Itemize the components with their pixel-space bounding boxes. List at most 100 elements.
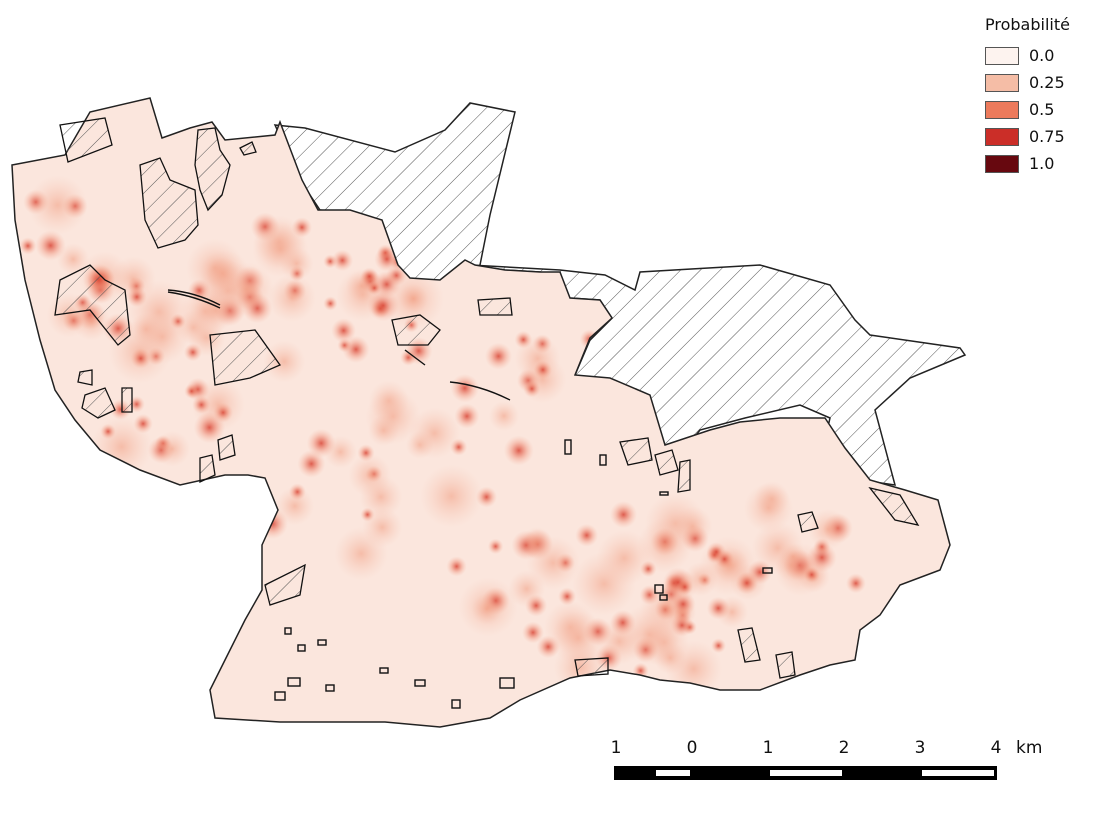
hotspot bbox=[263, 340, 306, 383]
scale-unit: km bbox=[1016, 738, 1043, 758]
hole-c-1 bbox=[391, 314, 441, 346]
hole-e-1 bbox=[619, 437, 653, 466]
hotspot bbox=[192, 395, 211, 414]
scale-segment-2 bbox=[770, 770, 842, 776]
hotspot bbox=[193, 411, 226, 444]
hotspot bbox=[408, 407, 461, 459]
hole-w-4 bbox=[81, 387, 116, 419]
hotspot bbox=[487, 538, 504, 555]
hotspot bbox=[747, 559, 773, 585]
hotspot bbox=[27, 175, 88, 235]
hotspot bbox=[484, 342, 513, 370]
small-features bbox=[167, 289, 773, 709]
hotspot bbox=[219, 262, 274, 317]
hotspot bbox=[19, 237, 37, 255]
scale-segment-1 bbox=[656, 770, 690, 776]
hotspot bbox=[471, 593, 503, 625]
legend-label-3: 0.75 bbox=[1029, 127, 1065, 146]
study-area-boundary bbox=[11, 97, 951, 728]
hole-s-4 bbox=[775, 651, 796, 679]
hotspot bbox=[521, 526, 553, 559]
hotspot bbox=[288, 483, 306, 501]
scale-segment-3 bbox=[922, 770, 994, 776]
legend: Probabilité 0.0 0.25 0.5 0.75 1.0 bbox=[985, 15, 1070, 177]
hotspot bbox=[323, 296, 338, 311]
hotspot bbox=[807, 509, 849, 550]
legend-label-4: 1.0 bbox=[1029, 154, 1055, 173]
hotspot bbox=[523, 380, 541, 398]
hotspot bbox=[525, 594, 548, 617]
scale-label-0: 1 bbox=[610, 738, 622, 758]
legend-swatch-3 bbox=[985, 127, 1019, 146]
hotspot bbox=[522, 621, 544, 644]
hotspot bbox=[342, 335, 370, 364]
hotspot bbox=[450, 373, 480, 403]
hotspot bbox=[640, 560, 657, 578]
hotspot bbox=[267, 274, 316, 323]
legend-swatch-4 bbox=[985, 154, 1019, 173]
hotspot bbox=[609, 500, 638, 529]
hole-e-5 bbox=[868, 486, 920, 526]
hotspot bbox=[683, 561, 719, 597]
legend-item-3: 0.75 bbox=[985, 123, 1070, 150]
hotspot bbox=[57, 243, 90, 276]
hotspot bbox=[420, 464, 483, 528]
excluded-holes bbox=[54, 117, 920, 679]
hotspot bbox=[360, 507, 375, 522]
hotspot bbox=[126, 286, 147, 308]
hotspot bbox=[365, 389, 421, 445]
hole-s-2 bbox=[574, 657, 609, 677]
hotspot bbox=[488, 400, 520, 432]
hotspot bbox=[130, 348, 151, 369]
hotspot bbox=[331, 318, 356, 343]
hotspot bbox=[184, 383, 200, 399]
legend-label-1: 0.25 bbox=[1029, 73, 1065, 92]
hole-w-7 bbox=[217, 434, 236, 461]
scale-bar-graphic bbox=[614, 766, 997, 780]
hole-nw-3 bbox=[194, 127, 231, 212]
hotspot bbox=[331, 249, 354, 272]
legend-item-2: 0.5 bbox=[985, 96, 1070, 123]
hotspot bbox=[575, 523, 599, 547]
scale-label-3: 2 bbox=[838, 738, 850, 758]
scale-label-4: 3 bbox=[914, 738, 926, 758]
hotspot bbox=[514, 330, 533, 349]
hotspot bbox=[154, 431, 191, 467]
legend-swatch-1 bbox=[985, 73, 1019, 92]
hotspot bbox=[670, 591, 696, 617]
hotspot bbox=[133, 413, 153, 434]
hole-w-1 bbox=[54, 264, 131, 346]
hole-s-5 bbox=[239, 141, 257, 156]
hotspot bbox=[381, 267, 445, 331]
hole-e-3 bbox=[677, 459, 691, 493]
hotspot bbox=[135, 309, 190, 365]
scale-label-2: 1 bbox=[762, 738, 774, 758]
hole-w-5 bbox=[121, 387, 133, 413]
hotspot bbox=[711, 638, 726, 654]
scale-bar: 1 0 1 2 3 4 km bbox=[610, 738, 1052, 788]
hole-e-2 bbox=[654, 449, 679, 476]
hotspot bbox=[558, 587, 577, 606]
legend-item-1: 0.25 bbox=[985, 69, 1070, 96]
hotspot bbox=[359, 475, 403, 519]
hole-s-3 bbox=[737, 627, 761, 663]
hotspot bbox=[100, 423, 116, 440]
legend-label-0: 0.0 bbox=[1029, 46, 1055, 65]
hole-w-6 bbox=[199, 454, 216, 484]
hotspot bbox=[454, 403, 480, 429]
hole-c-2 bbox=[477, 297, 513, 316]
legend-swatch-2 bbox=[985, 100, 1019, 119]
scale-label-1: 0 bbox=[686, 738, 698, 758]
hotspot bbox=[334, 526, 389, 581]
legend-label-2: 0.5 bbox=[1029, 100, 1055, 119]
hotspot bbox=[279, 246, 314, 281]
scale-label-5: 4 bbox=[990, 738, 1002, 758]
legend-item-0: 0.0 bbox=[985, 42, 1070, 69]
hole-e-4 bbox=[797, 511, 819, 533]
hotspot bbox=[446, 556, 467, 577]
hole-nw-2 bbox=[139, 157, 199, 249]
hole-nw-1 bbox=[59, 117, 113, 163]
hotspot bbox=[779, 542, 808, 571]
hotspot bbox=[637, 518, 693, 574]
hotspot bbox=[803, 566, 820, 583]
